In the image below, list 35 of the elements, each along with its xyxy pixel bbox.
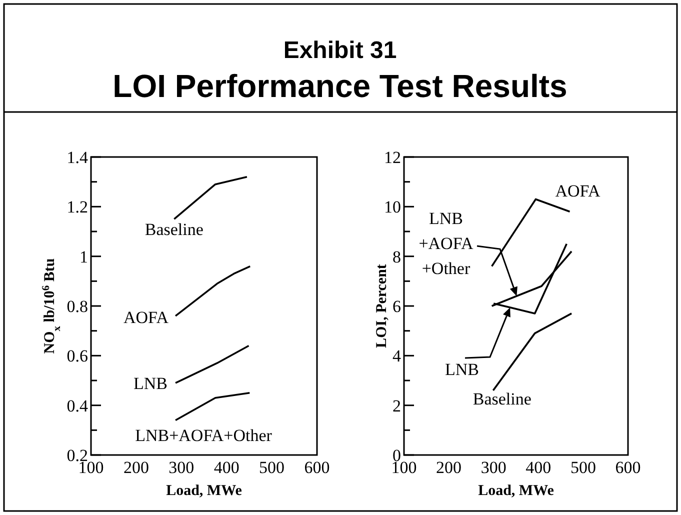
series-label: Baseline <box>472 389 532 408</box>
x-axis-title: Load, MWe <box>166 483 242 499</box>
x-tick-label: 200 <box>436 458 462 477</box>
y-tick-label: 8 <box>392 247 401 266</box>
x-tick-label: 500 <box>570 458 596 477</box>
x-tick-label: 600 <box>615 458 641 477</box>
x-tick-label: 500 <box>259 458 285 477</box>
series-label: LNB <box>134 374 168 393</box>
y-tick-label: 0.6 <box>66 346 88 366</box>
x-tick-label: 600 <box>304 458 330 477</box>
y-tick-label: 0.8 <box>66 296 88 316</box>
x-tick-label: 300 <box>168 458 194 477</box>
x-tick-label: 400 <box>214 458 240 477</box>
x-axis-title: Load, MWe <box>478 483 554 499</box>
series-label: LNB+AOFA+Other <box>135 426 272 446</box>
series-label: Baseline <box>144 220 204 240</box>
y-tick-label: 2 <box>392 396 401 416</box>
y-axis-title: LOI, Percent <box>374 264 390 348</box>
x-tick-label: 400 <box>526 458 552 477</box>
y-tick-label: 1.4 <box>66 148 88 167</box>
y-tick-label: 1.2 <box>66 198 88 217</box>
x-tick-label: 200 <box>123 458 149 477</box>
series-label: AOFA <box>555 182 601 201</box>
y-tick-label: 12 <box>384 148 401 167</box>
y-tick-label: 10 <box>384 198 401 217</box>
y-tick-label: 6 <box>392 296 401 316</box>
chart-subtitle: LOI Performance Test Results <box>112 68 568 104</box>
series-label: AOFA <box>123 308 170 327</box>
y-tick-label: 0.4 <box>66 396 88 416</box>
series-label: LNB +AOFA +Other <box>418 209 474 278</box>
x-tick-label: 300 <box>480 458 506 477</box>
y-tick-label: 4 <box>392 346 402 366</box>
text: LNB <box>445 360 479 379</box>
chart-title: Exhibit 31 <box>283 37 397 64</box>
y-tick-label: 1 <box>80 247 88 266</box>
